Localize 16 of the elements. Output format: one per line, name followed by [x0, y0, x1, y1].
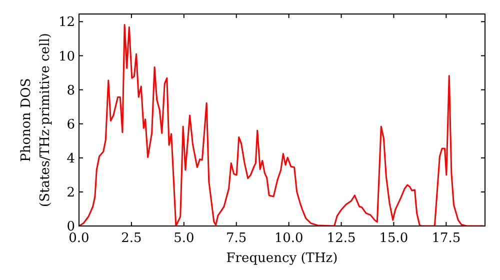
x-tick-label: 17.5	[432, 231, 461, 246]
y-tick-label: 8	[66, 83, 75, 98]
x-tick-label: 2.5	[121, 231, 142, 246]
y-tick-label: 6	[66, 117, 75, 132]
y-tick-label: 4	[66, 151, 75, 166]
y-tick-label: 10	[58, 49, 75, 64]
x-tick-label: 15.0	[379, 231, 408, 246]
y-tick-label: 12	[58, 15, 75, 30]
x-tick-label: 10.0	[274, 231, 304, 246]
y-axis-title: Phonon DOS (States/THz·primitive cell)	[19, 32, 53, 208]
x-tick-label: 12.5	[326, 231, 356, 246]
x-axis-title: Frequency (THz)	[226, 251, 338, 266]
x-tick-label: 0.0	[68, 231, 90, 246]
x-tick-label: 5.0	[174, 231, 194, 246]
y-tick-label: 2	[66, 185, 75, 200]
x-tick-label: 7.5	[226, 231, 247, 246]
